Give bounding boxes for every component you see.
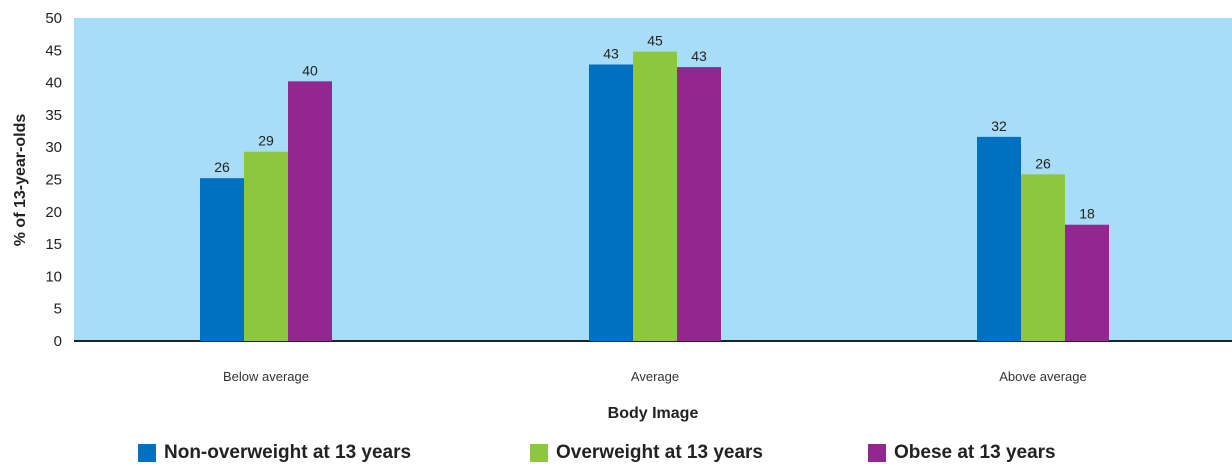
y-tick-label: 50 <box>45 10 62 27</box>
data-labels: 26 29 40 43 45 43 32 26 18 <box>214 33 1095 222</box>
bars <box>200 51 1109 342</box>
data-label: 43 <box>691 48 707 64</box>
bar <box>677 67 721 341</box>
legend-item-overweight: Overweight at 13 years <box>530 442 763 464</box>
y-tick-label: 25 <box>45 172 62 189</box>
bar <box>244 151 288 341</box>
data-label: 40 <box>302 62 318 78</box>
legend-swatch <box>530 444 548 462</box>
legend-label: Overweight at 13 years <box>556 442 763 463</box>
x-axis-title: Body Image <box>608 405 699 422</box>
data-label: 32 <box>991 118 1007 134</box>
legend-swatch <box>138 444 156 462</box>
y-tick-label: 0 <box>54 333 62 350</box>
data-label: 26 <box>1035 155 1051 171</box>
legend-swatch <box>868 444 886 462</box>
bar <box>1065 224 1109 341</box>
bar <box>633 51 677 341</box>
bar <box>589 64 633 342</box>
y-tick-label: 45 <box>45 42 62 59</box>
legend: Non-overweight at 13 years Overweight at… <box>0 438 1232 463</box>
data-label: 18 <box>1079 206 1095 222</box>
legend-label: Obese at 13 years <box>894 442 1056 463</box>
data-label: 45 <box>647 33 663 49</box>
y-tick-label: 15 <box>45 236 62 253</box>
bar <box>288 81 332 342</box>
category-label: Above average <box>999 369 1086 384</box>
bar <box>200 178 244 341</box>
y-tick-label: 40 <box>45 75 62 92</box>
category-labels: Below average Average Above average <box>223 369 1087 384</box>
category-label: Below average <box>223 369 309 384</box>
y-axis-ticks: 0 5 10 15 20 25 30 35 40 45 50 <box>45 10 62 350</box>
legend-label: Non-overweight at 13 years <box>164 442 412 463</box>
bar <box>1021 174 1065 341</box>
y-axis-title: % of 13-year-olds <box>12 114 29 247</box>
data-label: 43 <box>603 46 619 62</box>
legend-item-non-overweight: Non-overweight at 13 years <box>138 442 411 464</box>
data-label: 26 <box>214 159 230 175</box>
y-tick-label: 10 <box>45 268 62 285</box>
y-tick-label: 35 <box>45 107 62 124</box>
category-label: Average <box>631 369 679 384</box>
y-tick-label: 30 <box>45 139 62 156</box>
bar <box>977 136 1021 341</box>
y-tick-label: 20 <box>45 204 62 221</box>
y-tick-label: 5 <box>54 301 62 318</box>
legend-item-obese: Obese at 13 years <box>868 442 1056 464</box>
data-label: 29 <box>258 133 274 149</box>
